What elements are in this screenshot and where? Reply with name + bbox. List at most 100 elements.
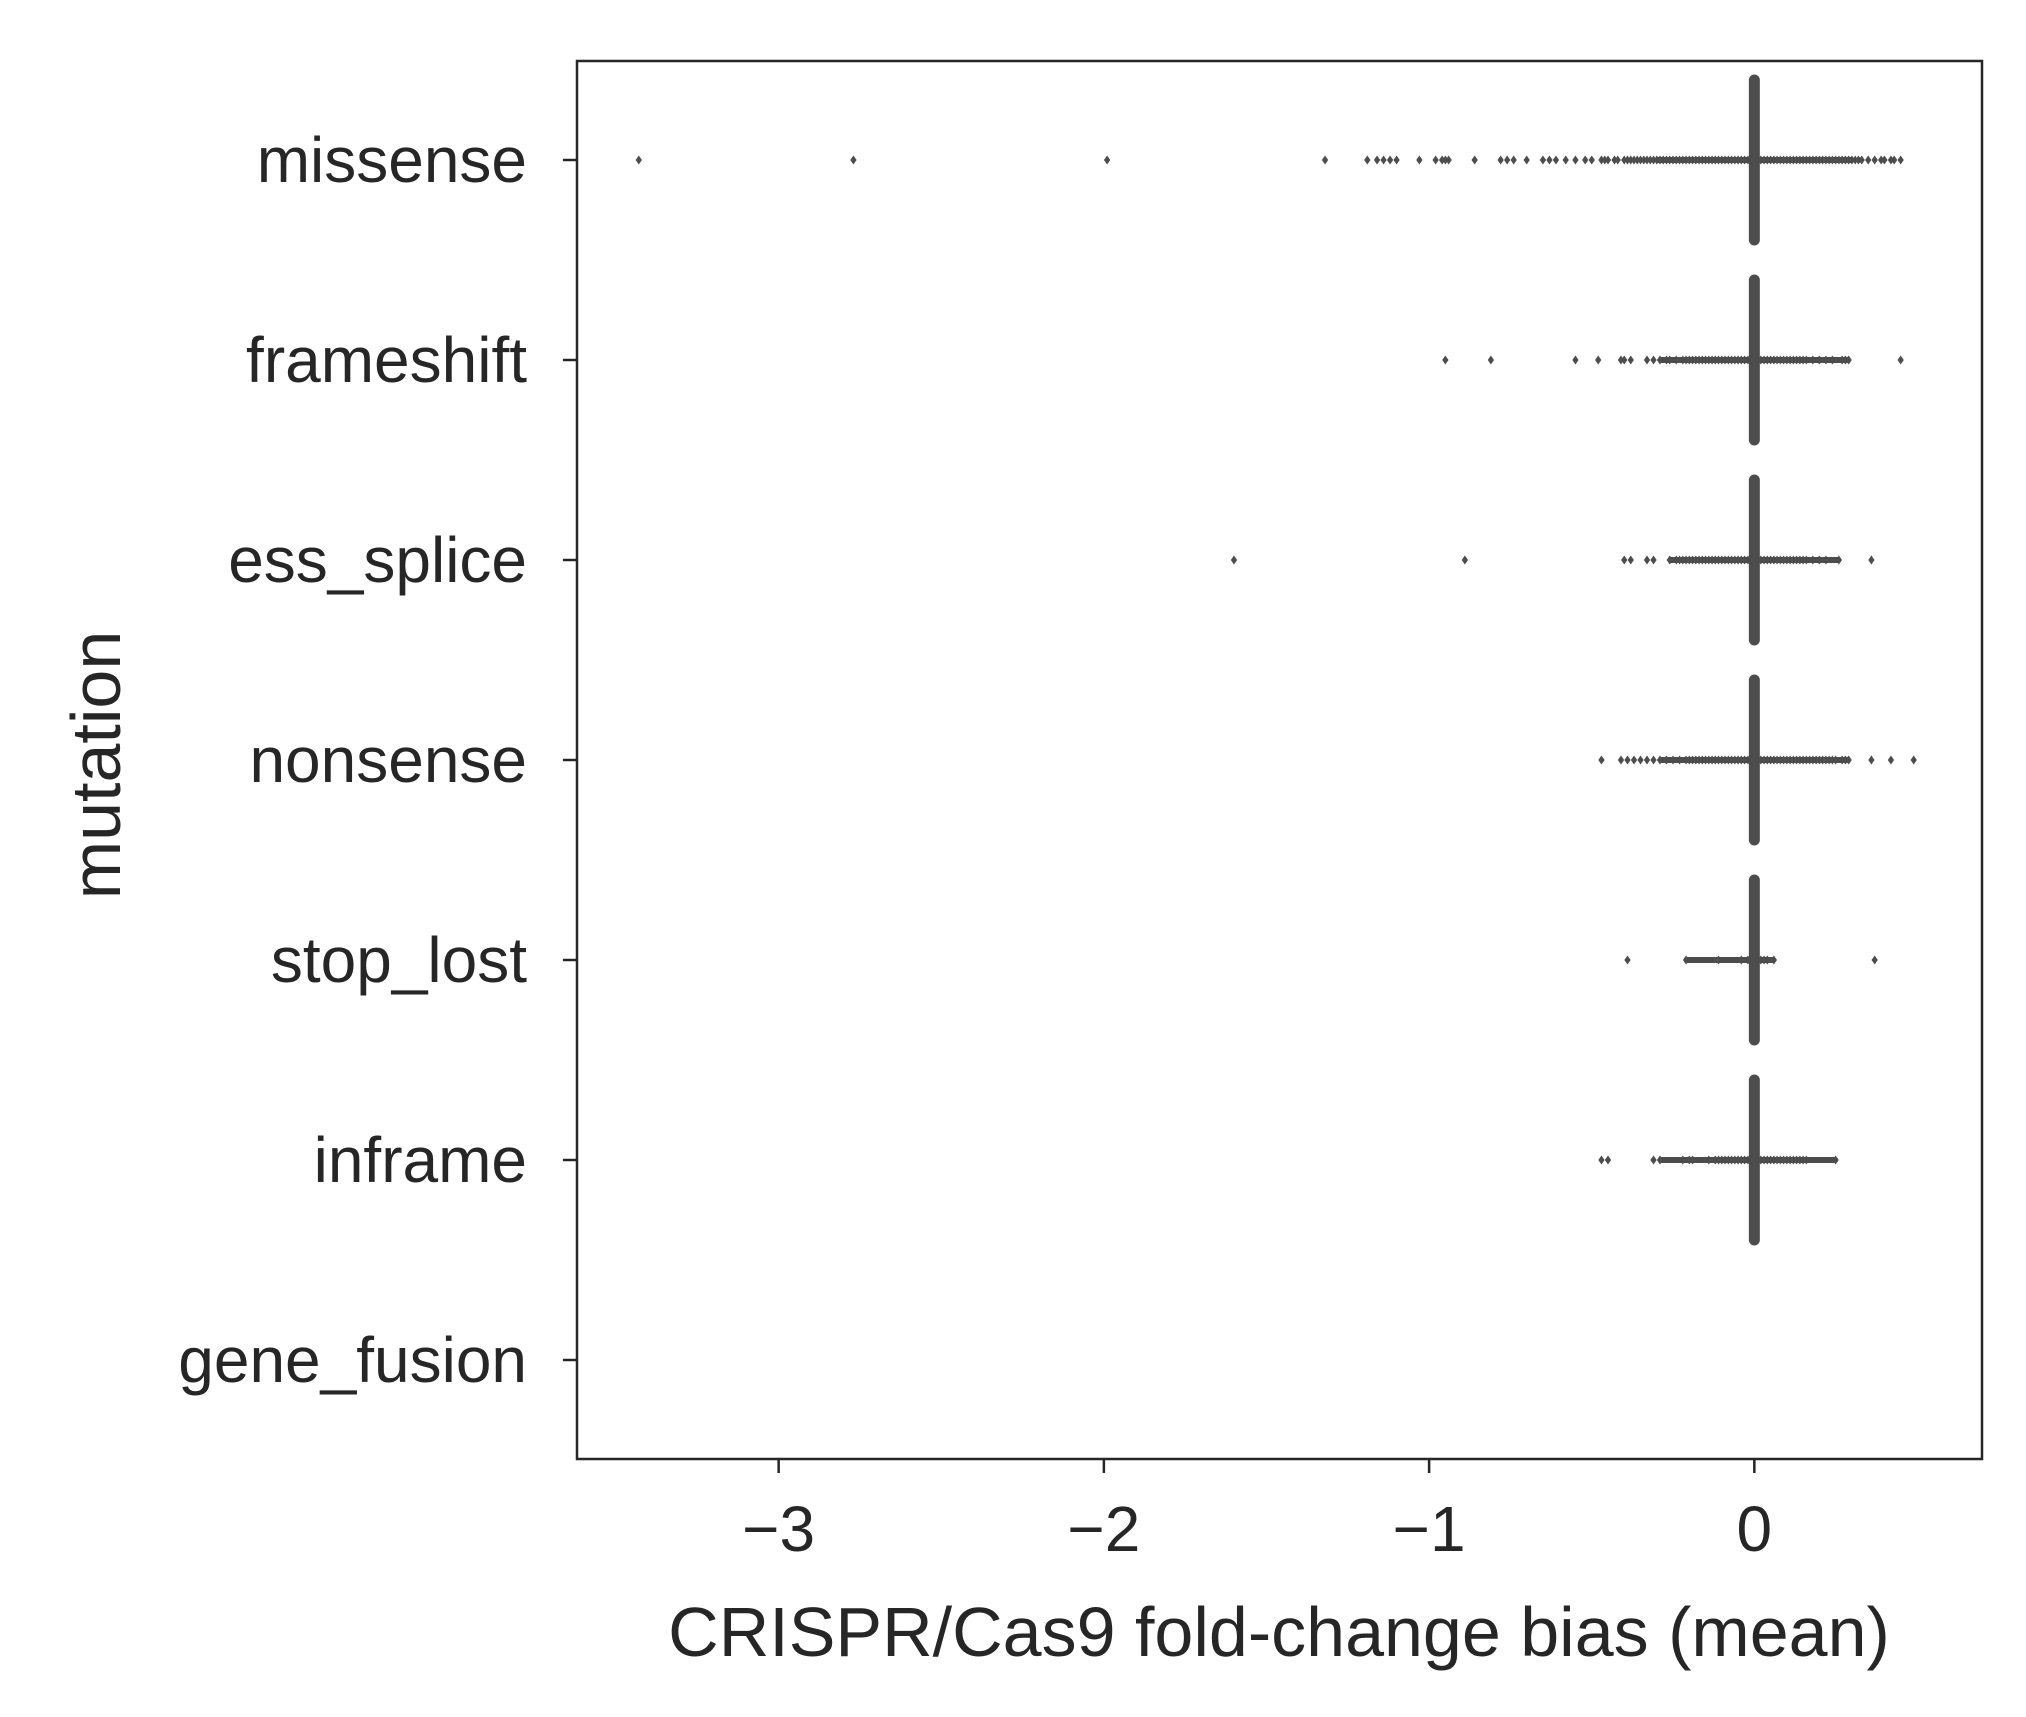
data-point <box>1760 555 1768 565</box>
data-point <box>1887 755 1895 765</box>
data-point <box>1822 755 1830 765</box>
data-point <box>1747 355 1755 365</box>
data-point <box>1718 555 1725 565</box>
data-point <box>1764 155 1771 165</box>
data-point <box>1718 155 1725 165</box>
data-point <box>1777 155 1784 165</box>
data-point <box>1910 755 1917 765</box>
data-point <box>1754 1155 1761 1165</box>
y-axis-ticks: missense frameshift ess_splice nonsense stop… <box>178 124 577 1396</box>
data-point <box>1712 555 1719 565</box>
data-point <box>1796 755 1804 765</box>
data-point <box>1666 555 1673 565</box>
data-point <box>1721 355 1729 365</box>
data-point <box>1754 755 1761 765</box>
data-point <box>1682 755 1690 765</box>
data-point <box>1666 355 1673 365</box>
data-point <box>1809 355 1817 365</box>
data-point <box>1718 1155 1725 1165</box>
data-point <box>1445 155 1452 165</box>
data-point <box>1705 555 1712 565</box>
data-point <box>1773 1155 1781 1165</box>
data-point <box>1637 755 1644 765</box>
data-point <box>1845 755 1852 765</box>
data-point <box>1689 755 1696 765</box>
data-point <box>1731 1155 1738 1165</box>
data-point <box>1754 955 1761 965</box>
data-point <box>1718 355 1725 365</box>
data-point <box>1799 155 1807 165</box>
data-point <box>1790 555 1797 565</box>
data-point <box>1604 155 1612 165</box>
data-point <box>1773 355 1781 365</box>
data-point <box>1721 555 1729 565</box>
data-point <box>1725 555 1732 565</box>
data-point <box>1663 355 1670 365</box>
data-point <box>1572 355 1579 365</box>
data-point <box>1497 155 1504 165</box>
data-point <box>1682 955 1690 965</box>
data-point <box>1832 1155 1839 1165</box>
data-point <box>1230 555 1238 565</box>
data-point <box>1770 1155 1778 1165</box>
data-point <box>1656 755 1664 765</box>
data-point <box>1780 1155 1787 1165</box>
data-point <box>1650 1155 1657 1165</box>
data-point <box>1767 355 1774 365</box>
x-tick-label: −2 <box>1067 1493 1140 1565</box>
data-point <box>1673 155 1680 165</box>
data-point <box>1656 155 1664 165</box>
data-point <box>1747 555 1755 565</box>
data-point <box>1627 155 1634 165</box>
data-point <box>1770 555 1778 565</box>
data-point <box>1702 555 1709 565</box>
data-point <box>1702 155 1709 165</box>
data-point <box>1621 555 1628 565</box>
data-point <box>1510 155 1517 165</box>
data-point <box>1757 355 1764 365</box>
data-point <box>1692 355 1699 365</box>
data-point <box>1562 155 1569 165</box>
data-point <box>1852 155 1859 165</box>
data-point <box>1780 755 1787 765</box>
data-point <box>1793 155 1800 165</box>
data-point <box>1471 155 1478 165</box>
data-point <box>1712 1155 1719 1165</box>
data-point <box>1734 155 1742 165</box>
data-point <box>1689 1155 1696 1165</box>
data-point <box>1686 755 1693 765</box>
data-point <box>1780 555 1787 565</box>
data-point <box>1731 155 1738 165</box>
data-point <box>1640 155 1647 165</box>
data-point <box>1777 355 1784 365</box>
data-point <box>1760 955 1768 965</box>
data-point <box>1868 755 1875 765</box>
data-point <box>1822 555 1830 565</box>
data-point <box>1809 755 1817 765</box>
data-point <box>1721 155 1729 165</box>
data-point <box>1741 155 1748 165</box>
data-point <box>1660 155 1667 165</box>
data-point <box>1572 155 1579 165</box>
data-point <box>1715 1155 1722 1165</box>
data-point <box>1777 755 1784 765</box>
x-axis-label: CRISPR/Cas9 fold-change bias (mean) <box>668 1593 1890 1671</box>
data-point <box>1614 155 1621 165</box>
data-point <box>1617 755 1625 765</box>
data-point <box>1842 755 1849 765</box>
data-point <box>1689 355 1696 365</box>
data-point <box>1799 755 1807 765</box>
data-point <box>1647 155 1654 165</box>
x-tick-label: −3 <box>742 1493 815 1565</box>
data-point <box>1673 355 1680 365</box>
data-point <box>1786 555 1794 565</box>
data-point <box>1816 355 1823 365</box>
data-point <box>1728 355 1735 365</box>
data-point <box>1897 355 1904 365</box>
x-tick-label: 0 <box>1737 1493 1773 1565</box>
data-point <box>1715 755 1722 765</box>
data-point <box>1487 355 1495 365</box>
data-point <box>1767 555 1774 565</box>
data-point <box>1871 955 1878 965</box>
